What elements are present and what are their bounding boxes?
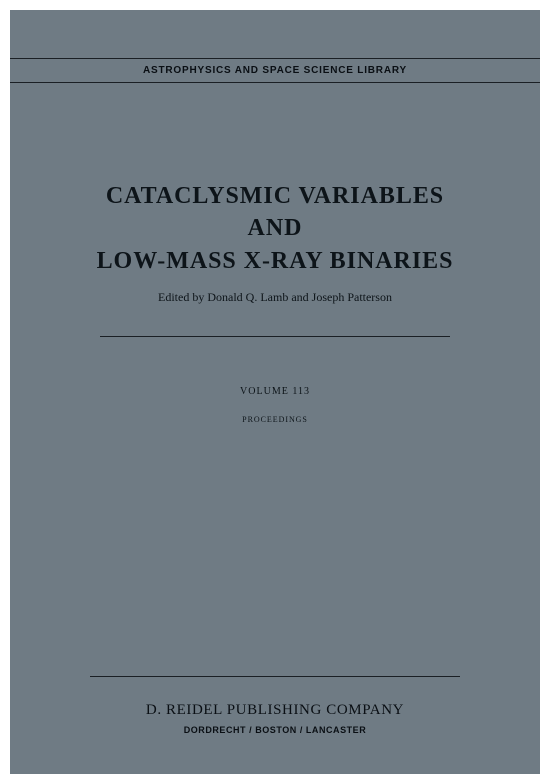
title-block: CATACLYSMIC VARIABLES AND LOW-MASS X-RAY… [10,180,540,277]
divider-upper [100,336,450,337]
publisher-name: D. REIDEL PUBLISHING COMPANY [10,702,540,719]
proceedings-label: PROCEEDINGS [10,415,540,424]
volume-block: VOLUME 113 PROCEEDINGS [10,386,540,424]
divider-lower [90,676,460,677]
title-line-3: LOW-MASS X-RAY BINARIES [10,245,540,277]
publisher-cities: DORDRECHT / BOSTON / LANCASTER [10,725,540,735]
title-line-2: AND [10,212,540,244]
series-name: ASTROPHYSICS AND SPACE SCIENCE LIBRARY [143,65,407,76]
book-cover: ASTROPHYSICS AND SPACE SCIENCE LIBRARY C… [10,10,540,774]
title-line-1: CATACLYSMIC VARIABLES [10,180,540,212]
series-banner: ASTROPHYSICS AND SPACE SCIENCE LIBRARY [10,58,540,83]
editors-line: Edited by Donald Q. Lamb and Joseph Patt… [10,290,540,305]
publisher-block: D. REIDEL PUBLISHING COMPANY DORDRECHT /… [10,702,540,735]
volume-label: VOLUME 113 [10,386,540,397]
